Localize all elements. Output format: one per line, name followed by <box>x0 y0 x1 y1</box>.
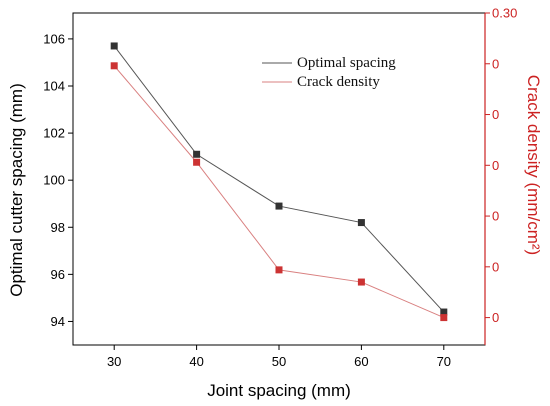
x-tick-label: 50 <box>272 354 286 369</box>
data-point-optimal-spacing <box>357 219 365 227</box>
left-y-tick-label: 98 <box>51 220 65 235</box>
x-tick-label: 60 <box>354 354 368 369</box>
left-y-tick-label: 100 <box>43 173 65 188</box>
left-y-tick-label: 96 <box>51 267 65 282</box>
right-y-tick-label: 0 <box>492 209 499 224</box>
data-point-optimal-spacing <box>440 308 448 316</box>
right-y-tick-label: 0 <box>492 259 499 274</box>
right-y-tick-label: 0 <box>492 158 499 173</box>
data-point-crack-density <box>110 62 118 70</box>
left-y-tick-label: 102 <box>43 126 65 141</box>
data-point-crack-density <box>193 158 201 166</box>
right-y-tick-label: 0 <box>492 56 499 71</box>
legend: Optimal spacing Crack density <box>262 55 396 90</box>
data-point-optimal-spacing <box>193 150 201 158</box>
data-point-optimal-spacing <box>110 42 118 50</box>
legend-label-optimal-spacing: Optimal spacing <box>297 55 396 71</box>
series-line-crack-density <box>113 65 444 319</box>
data-point-crack-density <box>440 314 448 322</box>
left-y-axis-title: Optimal cutter spacing (mm) <box>7 83 26 297</box>
x-tick-label: 30 <box>107 354 121 369</box>
left-y-tick-label: 106 <box>43 31 65 46</box>
x-tick-label: 70 <box>437 354 451 369</box>
data-point-optimal-spacing <box>275 202 283 210</box>
right-y-tick-label: 0.30 <box>492 6 517 21</box>
right-y-tick-label: 0 <box>492 310 499 325</box>
right-y-tick-label: 0 <box>492 107 499 122</box>
data-point-crack-density <box>275 266 283 274</box>
left-y-tick-label: 104 <box>43 78 65 93</box>
data-point-crack-density <box>357 278 365 286</box>
right-y-axis-title: Crack density (mm/cm²) <box>524 75 543 255</box>
x-axis-title: Joint spacing (mm) <box>207 381 351 400</box>
x-tick-label: 40 <box>189 354 203 369</box>
legend-label-crack-density: Crack density <box>297 74 380 90</box>
left-y-tick-label: 94 <box>51 314 65 329</box>
